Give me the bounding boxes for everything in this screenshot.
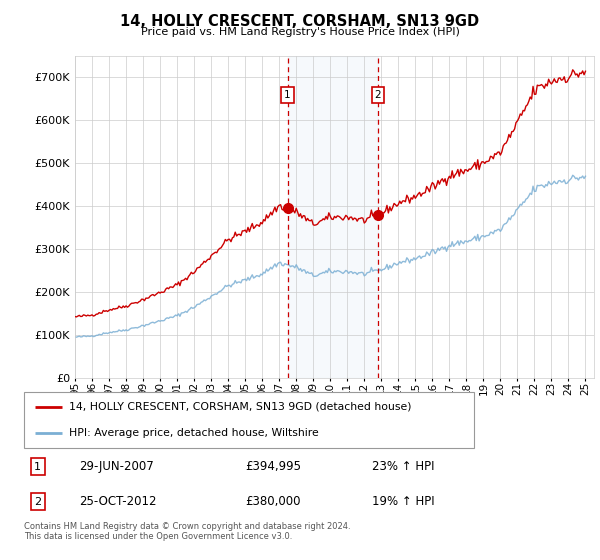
Text: 19% ↑ HPI: 19% ↑ HPI	[372, 496, 434, 508]
Text: 1: 1	[34, 462, 41, 472]
Text: 14, HOLLY CRESCENT, CORSHAM, SN13 9GD (detached house): 14, HOLLY CRESCENT, CORSHAM, SN13 9GD (d…	[69, 402, 412, 412]
Text: Contains HM Land Registry data © Crown copyright and database right 2024.
This d: Contains HM Land Registry data © Crown c…	[24, 522, 350, 542]
Text: 25-OCT-2012: 25-OCT-2012	[79, 496, 157, 508]
Bar	[287, 56, 378, 378]
Text: 2: 2	[375, 90, 382, 100]
Text: 29-JUN-2007: 29-JUN-2007	[79, 460, 154, 473]
Text: HPI: Average price, detached house, Wiltshire: HPI: Average price, detached house, Wilt…	[69, 428, 319, 438]
Text: 1: 1	[284, 90, 291, 100]
Text: 23% ↑ HPI: 23% ↑ HPI	[372, 460, 434, 473]
FancyBboxPatch shape	[24, 392, 474, 448]
Text: 14, HOLLY CRESCENT, CORSHAM, SN13 9GD: 14, HOLLY CRESCENT, CORSHAM, SN13 9GD	[121, 14, 479, 29]
Text: £380,000: £380,000	[245, 496, 301, 508]
Text: 2: 2	[34, 497, 41, 507]
Text: £394,995: £394,995	[245, 460, 301, 473]
Text: Price paid vs. HM Land Registry's House Price Index (HPI): Price paid vs. HM Land Registry's House …	[140, 27, 460, 37]
